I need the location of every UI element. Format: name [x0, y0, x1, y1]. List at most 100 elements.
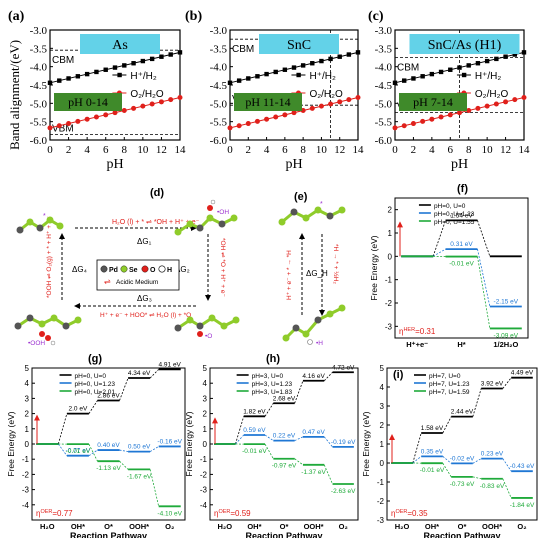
x-category-label: H₂O — [218, 522, 233, 531]
energy-connector — [265, 403, 273, 416]
y-tick-label: 5 — [203, 364, 208, 373]
data-point — [131, 106, 136, 111]
data-point — [274, 70, 278, 74]
y-tick-label: 3 — [25, 394, 30, 403]
data-point — [237, 78, 241, 82]
x-tick-label: 4 — [84, 144, 90, 156]
panel-letter-g: (g) — [88, 353, 102, 365]
energy-connector — [295, 381, 303, 403]
eta-value: =0.59 — [230, 509, 251, 518]
data-point — [228, 81, 232, 85]
x-tick-label: 14 — [353, 144, 365, 156]
energy-connector — [473, 389, 481, 417]
legend-entry: pH=7, U=0 — [429, 373, 461, 380]
x-tick-label: 0 — [392, 144, 398, 156]
data-point — [430, 72, 434, 76]
data-point — [310, 106, 315, 111]
y-tick-label: -5.0 — [30, 98, 48, 110]
eta-value: =0.77 — [52, 509, 73, 518]
y-tick-label: -1 — [200, 455, 208, 464]
value-label: -1.37 eV — [301, 469, 326, 476]
y-tick-label: -3 — [385, 322, 393, 331]
y-tick-label: -5.5 — [30, 117, 48, 129]
eta-value: =0.35 — [407, 509, 428, 518]
x-category-label: O₂ — [517, 522, 526, 531]
material-label: SnC — [287, 38, 311, 53]
data-point — [228, 125, 233, 130]
data-point — [411, 121, 416, 126]
x-category-label: OH* — [247, 522, 261, 531]
energy-connector — [120, 461, 129, 469]
y-tick-label: -3 — [377, 516, 385, 525]
legend-entry: pH=0, U=1.23 — [434, 211, 475, 218]
svg-text:*: * — [320, 201, 323, 208]
data-point — [85, 117, 90, 122]
label-o: •O — [205, 333, 212, 340]
data-point — [141, 59, 145, 63]
material-label: SnC/As (H1) — [428, 38, 502, 53]
value-label: -0.01 eV — [66, 448, 91, 455]
data-point — [292, 65, 296, 69]
molecule-top-left: * — [17, 213, 64, 234]
x-tick-label: 10 — [482, 144, 494, 156]
panel-letter-d: (d) — [150, 187, 164, 199]
data-point — [255, 74, 259, 78]
x-tick-label: 14 — [175, 144, 187, 156]
value-label: 4.72 eV — [332, 364, 355, 371]
label-gh: ΔG_H — [306, 269, 328, 278]
energy-connector — [443, 417, 451, 433]
x-axis-label: pH — [106, 157, 123, 172]
eta-superscript: OER — [218, 509, 230, 515]
legend-h: H⁺/H₂ — [130, 71, 157, 82]
legend-o: O — [150, 267, 156, 274]
value-label: 0.22 eV — [273, 433, 296, 440]
value-label: -2.63 eV — [331, 488, 356, 495]
y-tick-label: 1 — [380, 440, 385, 449]
molecule-bottom-left: •OOH — [15, 315, 82, 348]
x-category-label: H⁺+e⁻ — [406, 340, 428, 349]
energy-connector — [473, 477, 481, 479]
value-label: 0.50 eV — [128, 444, 151, 451]
data-point — [522, 95, 527, 100]
data-point — [457, 65, 461, 69]
x-tick-label: 12 — [334, 144, 345, 156]
energy-connector — [150, 469, 159, 506]
energy-connector — [150, 446, 159, 451]
value-label: 4.91 eV — [158, 361, 181, 368]
value-label: -0.02 eV — [450, 455, 475, 462]
x-category-label: OH* — [425, 522, 439, 531]
y-tick-label: -4.0 — [30, 62, 48, 74]
data-point — [57, 123, 62, 128]
y-tick-label: 2 — [25, 410, 30, 419]
label-g1: ΔG₁ — [137, 237, 152, 246]
data-point — [169, 52, 173, 56]
x-category-label: H₂O — [395, 522, 410, 531]
y-tick-label: -6.0 — [210, 135, 228, 147]
y-tick-label: -2 — [22, 470, 30, 479]
ph-label: pH 0-14 — [68, 95, 108, 109]
y-tick-label: 4 — [203, 379, 208, 388]
legend-h: H⁺/H₂ — [475, 71, 502, 82]
data-point — [264, 117, 269, 122]
eta-superscript: OER — [395, 509, 407, 515]
x-tick-label: 12 — [156, 144, 167, 156]
value-label: 4.49 eV — [511, 370, 534, 377]
legend-entry: pH=0, U=1.23 — [75, 381, 116, 388]
eta-value: =0.31 — [415, 327, 436, 336]
data-point — [283, 68, 287, 72]
y-tick-label: 2 — [380, 421, 385, 430]
data-point — [338, 55, 342, 59]
legend-marker-h — [117, 73, 121, 77]
data-point — [103, 112, 108, 117]
energy-connector — [120, 450, 129, 452]
x-tick-label: 4 — [264, 144, 270, 156]
cbm-label: CBM — [232, 44, 254, 55]
x-tick-label: 8 — [300, 144, 306, 156]
y-tick-label: -5.5 — [375, 117, 393, 129]
y-tick-label: -3.5 — [375, 43, 393, 55]
legend-o: O₂/H₂O — [130, 89, 164, 100]
y-tick-label: -1 — [22, 455, 30, 464]
